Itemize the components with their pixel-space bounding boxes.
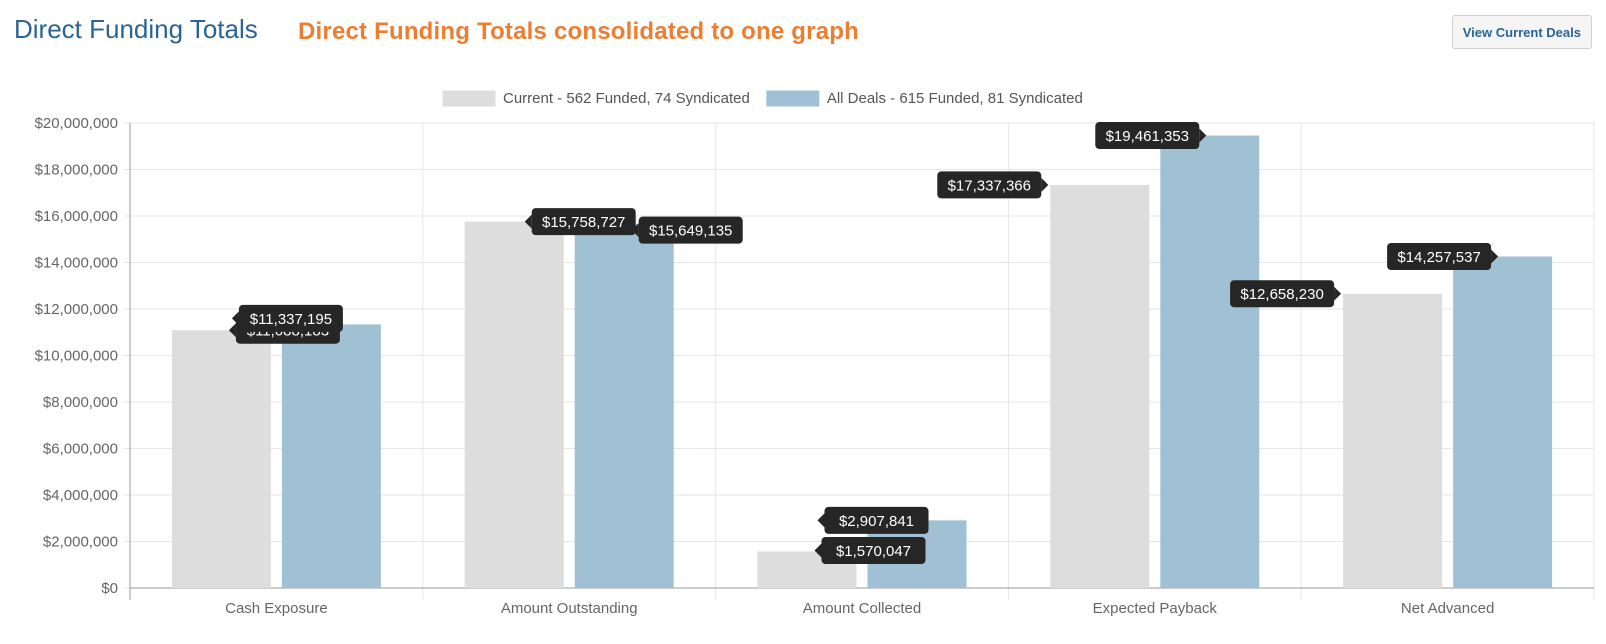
svg-text:$14,257,537: $14,257,537 bbox=[1397, 249, 1480, 266]
y-tick-label: $8,000,000 bbox=[43, 394, 118, 411]
y-tick-label: $2,000,000 bbox=[43, 534, 118, 551]
svg-text:$1,570,047: $1,570,047 bbox=[836, 543, 911, 560]
data-label-tooltip: $15,758,727 bbox=[524, 208, 636, 236]
data-label-tooltip: $2,907,841 bbox=[817, 506, 929, 534]
y-tick-label: $20,000,000 bbox=[35, 115, 118, 132]
bar bbox=[574, 224, 674, 589]
x-tick-label: Net Advanced bbox=[1401, 600, 1494, 617]
bar bbox=[1160, 135, 1260, 588]
y-tick-label: $10,000,000 bbox=[35, 348, 118, 365]
page-title: Direct Funding Totals bbox=[14, 14, 258, 44]
bar bbox=[281, 324, 381, 588]
y-tick-label: $4,000,000 bbox=[43, 487, 118, 504]
data-label-tooltip: $14,257,537 bbox=[1387, 243, 1499, 271]
svg-text:$12,658,230: $12,658,230 bbox=[1240, 286, 1323, 303]
x-tick-label: Expected Payback bbox=[1093, 600, 1218, 617]
bar bbox=[1343, 293, 1443, 588]
page-subtitle: Direct Funding Totals consolidated to on… bbox=[298, 18, 859, 45]
y-tick-label: $14,000,000 bbox=[35, 255, 118, 272]
data-label-tooltip: $17,337,366 bbox=[937, 171, 1049, 199]
svg-text:$19,461,353: $19,461,353 bbox=[1106, 128, 1189, 145]
svg-text:$15,649,135: $15,649,135 bbox=[649, 223, 732, 240]
bar bbox=[464, 221, 564, 588]
svg-text:$11,337,195: $11,337,195 bbox=[250, 311, 332, 328]
y-tick-label: $0 bbox=[101, 580, 118, 597]
legend-label: All Deals - 615 Funded, 81 Syndicated bbox=[827, 90, 1083, 107]
funding-bar-chart: $0 $2,000,000 $4,000,000 $6,000,000 $8,000,0… bbox=[35, 89, 1595, 617]
data-label-tooltip: $11,337,195 bbox=[231, 304, 343, 332]
legend-swatch bbox=[441, 89, 497, 108]
x-tick-label: Amount Outstanding bbox=[501, 600, 638, 617]
y-tick-label: $6,000,000 bbox=[43, 441, 118, 458]
svg-text:$15,758,727: $15,758,727 bbox=[542, 214, 625, 231]
view-current-deals-button[interactable]: View Current Deals bbox=[1451, 15, 1592, 49]
svg-text:$2,907,841: $2,907,841 bbox=[839, 513, 914, 530]
legend-label: Current - 562 Funded, 74 Syndicated bbox=[503, 90, 750, 107]
bar bbox=[1050, 184, 1150, 588]
y-tick-label: $12,000,000 bbox=[35, 301, 118, 318]
y-tick-label: $18,000,000 bbox=[35, 162, 118, 179]
data-label-tooltip: $15,649,135 bbox=[631, 216, 743, 244]
x-tick-label: Cash Exposure bbox=[225, 600, 328, 617]
bar bbox=[171, 330, 271, 588]
data-label-tooltip: $1,570,047 bbox=[814, 536, 926, 564]
data-label-tooltip: $19,461,353 bbox=[1095, 122, 1207, 150]
bar bbox=[1453, 256, 1553, 588]
svg-text:$17,337,366: $17,337,366 bbox=[948, 177, 1031, 194]
data-label-tooltip: $12,658,230 bbox=[1230, 280, 1342, 308]
y-tick-label: $16,000,000 bbox=[35, 208, 118, 225]
legend-swatch bbox=[765, 89, 821, 108]
x-tick-label: Amount Collected bbox=[803, 600, 921, 617]
